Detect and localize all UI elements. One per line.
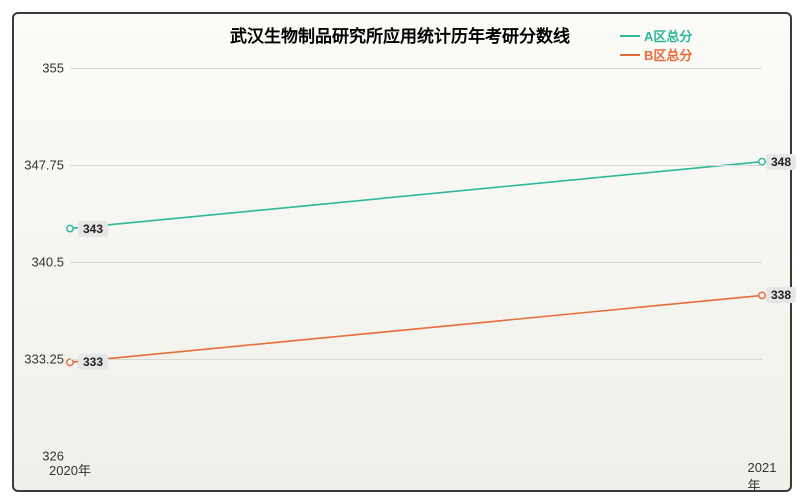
- gridline: [70, 68, 762, 69]
- series-line: [70, 295, 762, 362]
- data-point: [67, 225, 73, 231]
- gridline: [70, 262, 762, 263]
- data-label: 343: [78, 221, 108, 237]
- gridline: [70, 359, 762, 360]
- y-tick-label: 333.25: [24, 352, 70, 367]
- legend-label: A区总分: [644, 26, 692, 45]
- chart-container: 武汉生物制品研究所应用统计历年考研分数线 A区总分B区总分 326333.253…: [0, 0, 800, 500]
- data-label: 348: [766, 154, 796, 170]
- data-point: [759, 292, 765, 298]
- legend: A区总分B区总分: [620, 26, 692, 64]
- legend-swatch: [620, 35, 640, 37]
- data-point: [759, 158, 765, 164]
- y-tick-label: 340.5: [31, 255, 70, 270]
- series-line: [70, 162, 762, 229]
- gridline: [70, 165, 762, 166]
- y-tick-label: 347.75: [24, 158, 70, 173]
- legend-item: B区总分: [620, 45, 692, 64]
- plot-area: 326333.25340.5347.753552020年2021年3433483…: [70, 68, 762, 456]
- x-tick-label: 2021年: [748, 456, 777, 494]
- legend-item: A区总分: [620, 26, 692, 45]
- data-label: 338: [766, 287, 796, 303]
- y-tick-label: 355: [42, 61, 70, 76]
- data-label: 333: [78, 354, 108, 370]
- x-tick-label: 2020年: [49, 456, 91, 479]
- legend-label: B区总分: [644, 45, 692, 64]
- legend-swatch: [620, 54, 640, 56]
